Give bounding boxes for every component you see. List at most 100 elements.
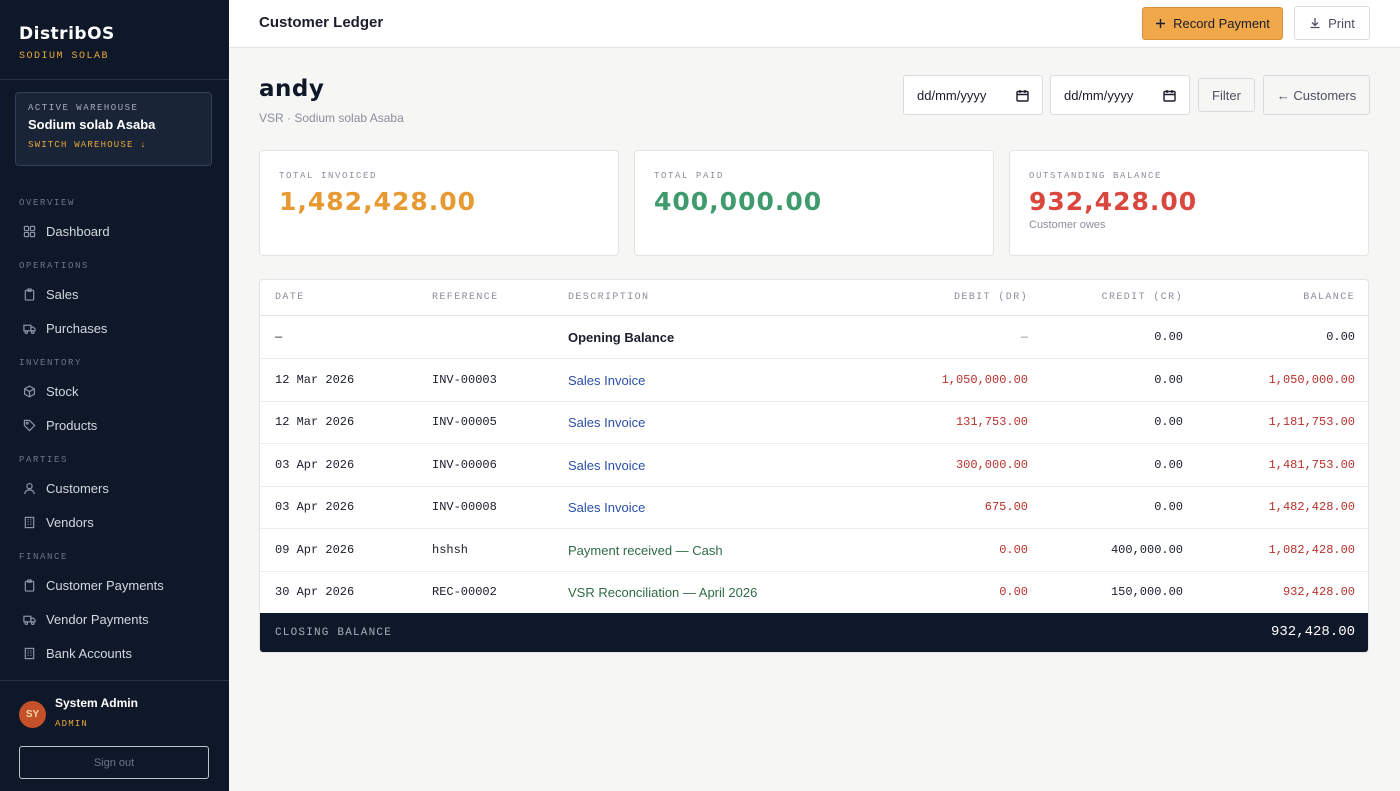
table-row[interactable]: 12 Mar 2026 INV-00005 Sales Invoice 131,753… <box>260 401 1368 444</box>
building-icon <box>22 515 36 529</box>
table-row[interactable]: 03 Apr 2026 INV-00006 Sales Invoice 300,000… <box>260 444 1368 487</box>
nav-item-label: Purchases <box>46 320 108 336</box>
nav-item-customers[interactable]: Customers <box>15 473 215 503</box>
row-reference: INV-00003 <box>432 372 497 387</box>
row-description[interactable]: Sales Invoice <box>568 372 646 388</box>
truck-icon <box>22 321 36 335</box>
row-balance: 932,428.00 <box>1282 585 1355 599</box>
nav-item-purchases[interactable]: Purchases <box>15 313 215 343</box>
warehouse-label: ACTIVE WAREHOUSE <box>28 103 139 113</box>
row-description: Opening Balance <box>568 330 675 345</box>
nav-item-label: Products <box>46 417 98 433</box>
nav-item-label: Customer Payments <box>46 577 164 593</box>
nav-item-products[interactable]: Products <box>15 410 215 440</box>
brand-logo[interactable]: DistribOS <box>19 24 115 44</box>
nav-section-inventory: INVENTORY <box>19 358 83 368</box>
tenant-name: SODIUM SOLAB <box>19 51 110 62</box>
tag-icon <box>22 418 36 432</box>
row-balance: 1,181,753.00 <box>1268 415 1355 429</box>
outstanding-note: Customer owes <box>1029 219 1106 231</box>
truck-icon <box>22 612 36 626</box>
user-panel: SY System Admin ADMIN Sign out <box>0 680 229 791</box>
from-date-input[interactable]: dd/mm/yyyy <box>903 75 1043 115</box>
nav-section-overview: OVERVIEW <box>19 198 76 208</box>
row-description[interactable]: VSR Reconciliation — April 2026 <box>568 585 758 600</box>
ledger-table: DATE REFERENCE DESCRIPTION DEBIT (DR) CR… <box>259 279 1369 653</box>
nav-section-operations: OPERATIONS <box>19 261 90 271</box>
grid-icon <box>22 224 36 238</box>
building-icon <box>22 646 36 660</box>
print-button[interactable]: Print <box>1294 6 1370 40</box>
total-paid-card: TOTAL PAID 400,000.00 <box>634 150 994 256</box>
nav-item-customer-payments[interactable]: Customer Payments <box>15 570 215 600</box>
row-reference: hshsh <box>432 542 469 557</box>
table-row[interactable]: 09 Apr 2026 hshsh Payment received — Cash 0… <box>260 529 1368 572</box>
outstanding-balance-value: 932,428.00 <box>1029 187 1198 216</box>
nav-section-finance: FINANCE <box>19 552 69 562</box>
row-description[interactable]: Sales Invoice <box>568 415 646 430</box>
row-credit: 0.00 <box>1154 457 1183 472</box>
row-date: 12 Mar 2026 <box>275 415 355 429</box>
box-icon <box>22 384 36 398</box>
row-description[interactable]: Sales Invoice <box>568 500 646 515</box>
nav-item-vendors[interactable]: Vendors <box>15 507 215 537</box>
row-reference: REC-00002 <box>432 585 497 599</box>
row-description[interactable]: Sales Invoice <box>568 457 646 473</box>
row-debit: 300,000.00 <box>955 457 1028 472</box>
table-row[interactable]: 30 Apr 2026 REC-00002 VSR Reconciliation —… <box>260 571 1368 614</box>
page-title: Customer Ledger <box>259 14 384 31</box>
row-date: 03 Apr 2026 <box>275 457 355 472</box>
sign-out-button[interactable]: Sign out <box>19 746 209 779</box>
row-balance: 1,481,753.00 <box>1268 457 1355 472</box>
row-balance: 1,082,428.00 <box>1268 542 1355 557</box>
row-date: 03 Apr 2026 <box>275 500 355 514</box>
table-row[interactable]: 03 Apr 2026 INV-00008 Sales Invoice 675.00 0… <box>260 486 1368 529</box>
row-credit: 0.00 <box>1154 372 1183 387</box>
row-debit: 675.00 <box>984 500 1028 514</box>
nav-item-label: Vendors <box>46 514 94 530</box>
outstanding-balance-label: OUTSTANDING BALANCE <box>1029 171 1163 181</box>
row-reference: INV-00006 <box>432 457 497 472</box>
back-to-customers-button[interactable]: ← Customers <box>1263 75 1370 115</box>
brand: DistribOS SODIUM SOLAB <box>0 0 229 80</box>
clipboard-icon <box>22 578 36 592</box>
filter-button[interactable]: Filter <box>1198 78 1255 112</box>
row-balance: 1,482,428.00 <box>1268 500 1355 514</box>
record-payment-button[interactable]: Record Payment <box>1142 7 1283 40</box>
closing-balance-label: CLOSING BALANCE <box>275 627 393 639</box>
row-description[interactable]: Payment received — Cash <box>568 542 723 558</box>
row-reference: INV-00008 <box>432 500 497 514</box>
nav-item-stock[interactable]: Stock <box>15 376 215 406</box>
download-icon <box>1310 18 1320 29</box>
col-reference: REFERENCE <box>432 292 499 303</box>
record-payment-label: Record Payment <box>1173 16 1270 31</box>
outstanding-balance-card: OUTSTANDING BALANCE 932,428.00 Customer … <box>1009 150 1369 256</box>
avatar[interactable]: SY <box>19 701 46 728</box>
table-row[interactable]: 12 Mar 2026 INV-00003 Sales Invoice 1,050,0… <box>260 359 1368 402</box>
row-debit: 0.00 <box>999 542 1028 557</box>
col-date: DATE <box>275 292 305 303</box>
table-header: DATE REFERENCE DESCRIPTION DEBIT (DR) CR… <box>260 280 1368 316</box>
nav-item-sales[interactable]: Sales <box>15 279 215 309</box>
row-date: — <box>275 330 283 344</box>
closing-balance-row: CLOSING BALANCE 932,428.00 <box>260 613 1368 652</box>
nav-item-vendor-payments[interactable]: Vendor Payments <box>15 604 215 634</box>
warehouse-name: Sodium solab Asaba <box>28 117 156 132</box>
nav-item-bank-accounts[interactable]: Bank Accounts <box>15 638 215 668</box>
warehouse-panel: ACTIVE WAREHOUSE Sodium solab Asaba SWIT… <box>15 92 212 166</box>
nav-item-dashboard[interactable]: Dashboard <box>15 216 215 246</box>
total-invoiced-label: TOTAL INVOICED <box>279 171 378 181</box>
col-description: DESCRIPTION <box>568 292 650 303</box>
table-row[interactable]: — Opening Balance — 0.00 0.00 <box>260 316 1368 359</box>
nav-item-label: Sales <box>46 286 79 302</box>
switch-warehouse-link[interactable]: SWITCH WAREHOUSE ↓ <box>28 140 147 150</box>
to-date-input[interactable]: dd/mm/yyyy <box>1050 75 1190 115</box>
total-invoiced-value: 1,482,428.00 <box>279 187 477 216</box>
customer-subtitle: VSR · Sodium solab Asaba <box>259 111 404 125</box>
calendar-icon <box>1016 89 1029 102</box>
row-debit: 0.00 <box>999 585 1028 599</box>
total-invoiced-card: TOTAL INVOICED 1,482,428.00 <box>259 150 619 256</box>
row-credit: 0.00 <box>1154 415 1183 429</box>
print-label: Print <box>1328 15 1355 31</box>
nav-item-label: Stock <box>46 383 79 399</box>
